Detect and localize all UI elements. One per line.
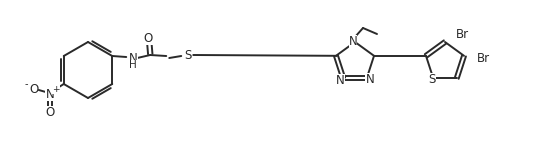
Text: S: S xyxy=(185,49,192,61)
Text: N: N xyxy=(336,74,345,87)
Text: Br: Br xyxy=(456,28,469,40)
Text: O: O xyxy=(143,32,153,44)
Text: N: N xyxy=(349,35,357,48)
Text: S: S xyxy=(429,73,436,86)
Text: N: N xyxy=(365,73,374,86)
Text: H: H xyxy=(129,60,137,70)
Text: O: O xyxy=(29,83,39,96)
Text: N: N xyxy=(129,52,137,64)
Text: Br: Br xyxy=(477,52,490,65)
Text: N: N xyxy=(45,87,54,101)
Text: O: O xyxy=(45,106,55,119)
Text: -: - xyxy=(25,79,28,89)
Text: +: + xyxy=(52,84,59,93)
